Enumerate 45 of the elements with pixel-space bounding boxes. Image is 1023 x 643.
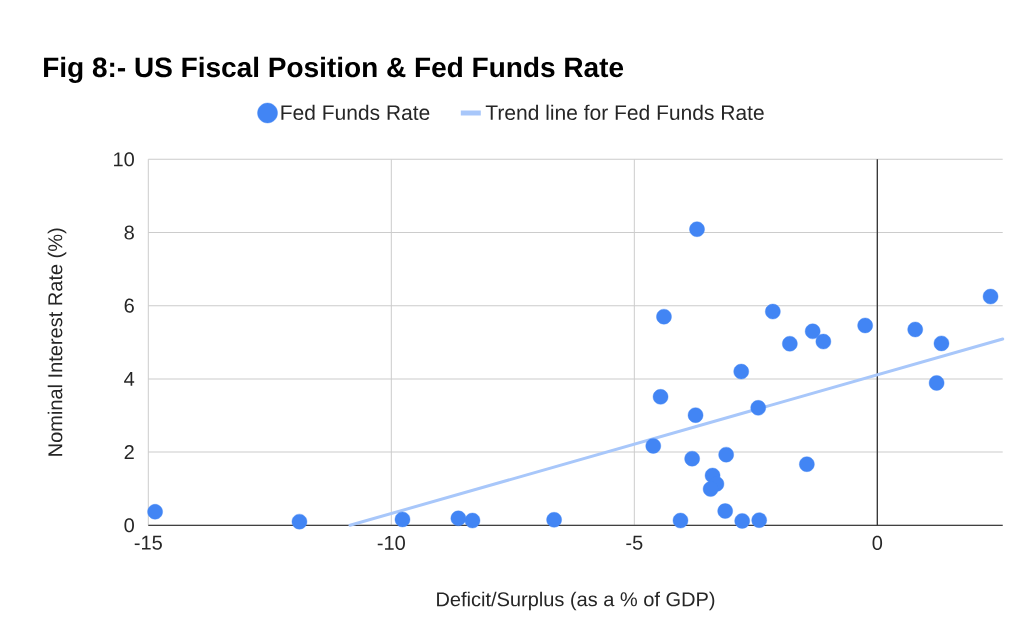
point [684, 450, 700, 467]
point [450, 510, 467, 527]
point [546, 512, 562, 528]
legend-label: Trend line for Fed Funds Rate [485, 104, 764, 121]
point [464, 512, 481, 529]
point [734, 513, 750, 529]
y-tick-label: 8 [124, 225, 134, 240]
point [857, 317, 873, 334]
point [672, 512, 689, 529]
point [928, 375, 945, 391]
point [645, 438, 661, 454]
point [687, 407, 704, 423]
y-tick-label: 4 [124, 372, 135, 386]
point [751, 512, 767, 528]
point [652, 389, 669, 405]
y-tick-label: 6 [124, 298, 134, 313]
point [656, 308, 672, 325]
point [394, 511, 411, 528]
point [718, 446, 734, 463]
y-axis-title: Nominal Interest Rate (%) [47, 228, 67, 456]
y-tick-label: 0 [124, 518, 134, 533]
x-tick-label: -5 [626, 535, 643, 550]
point [689, 221, 705, 237]
x-tick-label: -15 [134, 535, 162, 550]
point [291, 513, 308, 530]
point [147, 504, 163, 520]
point [750, 400, 766, 416]
point [717, 503, 733, 519]
point [782, 336, 798, 352]
point [933, 335, 950, 352]
point [765, 303, 781, 320]
point [815, 333, 832, 350]
point [799, 456, 815, 472]
y-tick-label: 2 [124, 445, 134, 460]
x-axis-title: Deficit/Surplus (as a % of GDP) [437, 591, 715, 611]
x-tick-label: 0 [872, 535, 883, 550]
legend-label: Fed Funds Rate [281, 104, 430, 121]
point [702, 481, 719, 497]
chart-title: Fig 8:- US Fiscal Position & Fed Funds Rate [44, 56, 624, 83]
point [733, 363, 749, 380]
x-tick-label: -10 [377, 535, 405, 550]
y-tick-label: 10 [114, 152, 134, 167]
point [804, 323, 821, 340]
point [982, 288, 999, 305]
point [907, 321, 923, 338]
